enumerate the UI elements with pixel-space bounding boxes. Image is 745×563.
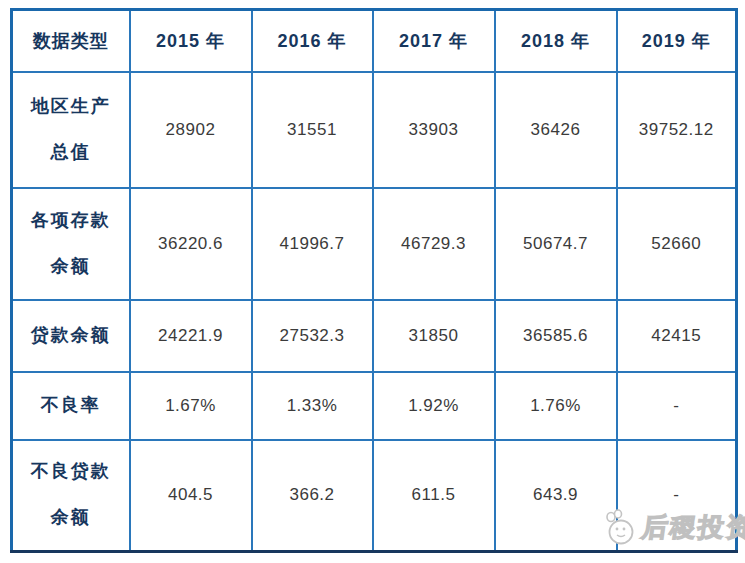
col-header-data-type: 数据类型 xyxy=(12,10,130,72)
table-cell: 24221.9 xyxy=(130,300,252,372)
table-cell: 643.9 xyxy=(495,440,617,552)
table-row-loans: 贷款余额 24221.9 27532.3 31850 36585.6 42415 xyxy=(12,300,737,372)
table-cell: 36585.6 xyxy=(495,300,617,372)
col-header-2019: 2019 年 xyxy=(617,10,737,72)
table-row-npl-rate: 不良率 1.67% 1.33% 1.92% 1.76% - xyxy=(12,372,737,440)
row-label-loans: 贷款余额 xyxy=(12,300,130,372)
row-label-npl-balance: 不良贷款 余额 xyxy=(12,440,130,552)
row-label-gdp: 地区生产 总值 xyxy=(12,72,130,188)
col-header-2015: 2015 年 xyxy=(130,10,252,72)
table-cell: 1.67% xyxy=(130,372,252,440)
table-cell: 366.2 xyxy=(252,440,373,552)
table-header-row: 数据类型 2015 年 2016 年 2017 年 2018 年 2019 年 xyxy=(12,10,737,72)
table-cell: 1.76% xyxy=(495,372,617,440)
table-cell: 41996.7 xyxy=(252,188,373,300)
table-cell: 36220.6 xyxy=(130,188,252,300)
table-cell: 404.5 xyxy=(130,440,252,552)
table-row-deposits: 各项存款 余额 36220.6 41996.7 46729.3 50674.7 … xyxy=(12,188,737,300)
table-row-npl-balance: 不良贷款 余额 404.5 366.2 611.5 643.9 - xyxy=(12,440,737,552)
table-cell: 33903 xyxy=(373,72,495,188)
table-cell: - xyxy=(617,440,737,552)
table-cell: 36426 xyxy=(495,72,617,188)
table-cell: 611.5 xyxy=(373,440,495,552)
col-header-2017: 2017 年 xyxy=(373,10,495,72)
table-cell: 42415 xyxy=(617,300,737,372)
table-cell: 50674.7 xyxy=(495,188,617,300)
financial-data-table: 数据类型 2015 年 2016 年 2017 年 2018 年 2019 年 … xyxy=(10,8,738,553)
table-cell: 1.33% xyxy=(252,372,373,440)
row-label-deposits: 各项存款 余额 xyxy=(12,188,130,300)
row-label-npl-rate: 不良率 xyxy=(12,372,130,440)
table-cell: 39752.12 xyxy=(617,72,737,188)
table-cell: 46729.3 xyxy=(373,188,495,300)
table-cell: 52660 xyxy=(617,188,737,300)
table-cell: 31551 xyxy=(252,72,373,188)
table-cell: - xyxy=(617,372,737,440)
table-cell: 31850 xyxy=(373,300,495,372)
table-row-gdp: 地区生产 总值 28902 31551 33903 36426 39752.12 xyxy=(12,72,737,188)
table-cell: 1.92% xyxy=(373,372,495,440)
col-header-2018: 2018 年 xyxy=(495,10,617,72)
col-header-2016: 2016 年 xyxy=(252,10,373,72)
table-figure: 数据类型 2015 年 2016 年 2017 年 2018 年 2019 年 … xyxy=(0,0,745,563)
table-cell: 28902 xyxy=(130,72,252,188)
table-cell: 27532.3 xyxy=(252,300,373,372)
